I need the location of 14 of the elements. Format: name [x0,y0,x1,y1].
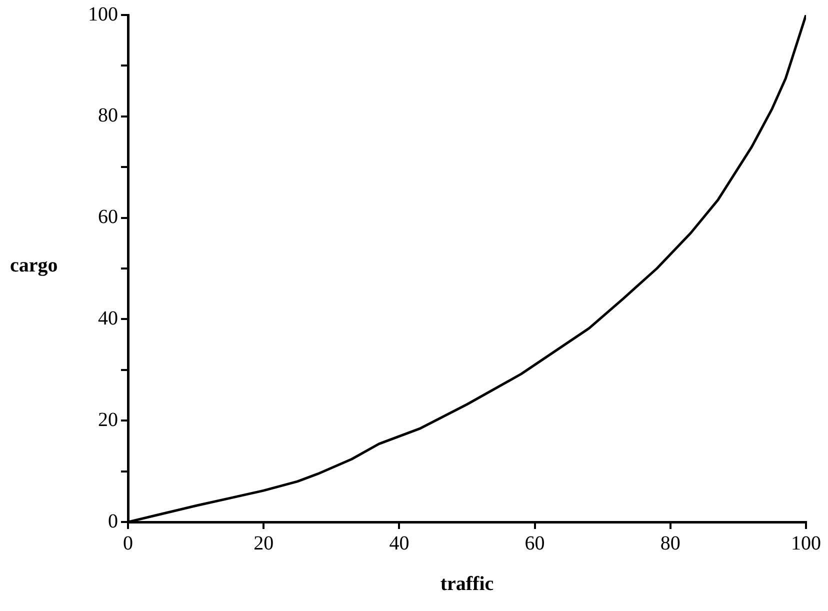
x-tick-label: 20 [254,532,274,554]
y-tick-label: 40 [98,307,118,330]
x-tick-label: 80 [660,532,680,554]
x-axis-title: traffic [440,573,494,596]
y-tick-label: 20 [98,408,118,431]
x-tick-label: 100 [791,532,821,554]
x-tick-label: 60 [524,532,545,554]
x-tick-label: 0 [123,532,133,554]
x-tick-label: 40 [389,532,410,554]
y-tick-label: 60 [98,206,118,228]
y-axis-title: cargo [10,254,58,277]
y-tick-label: 80 [98,104,118,127]
y-tick-label: 0 [108,510,118,532]
y-tick-label: 100 [88,3,118,26]
